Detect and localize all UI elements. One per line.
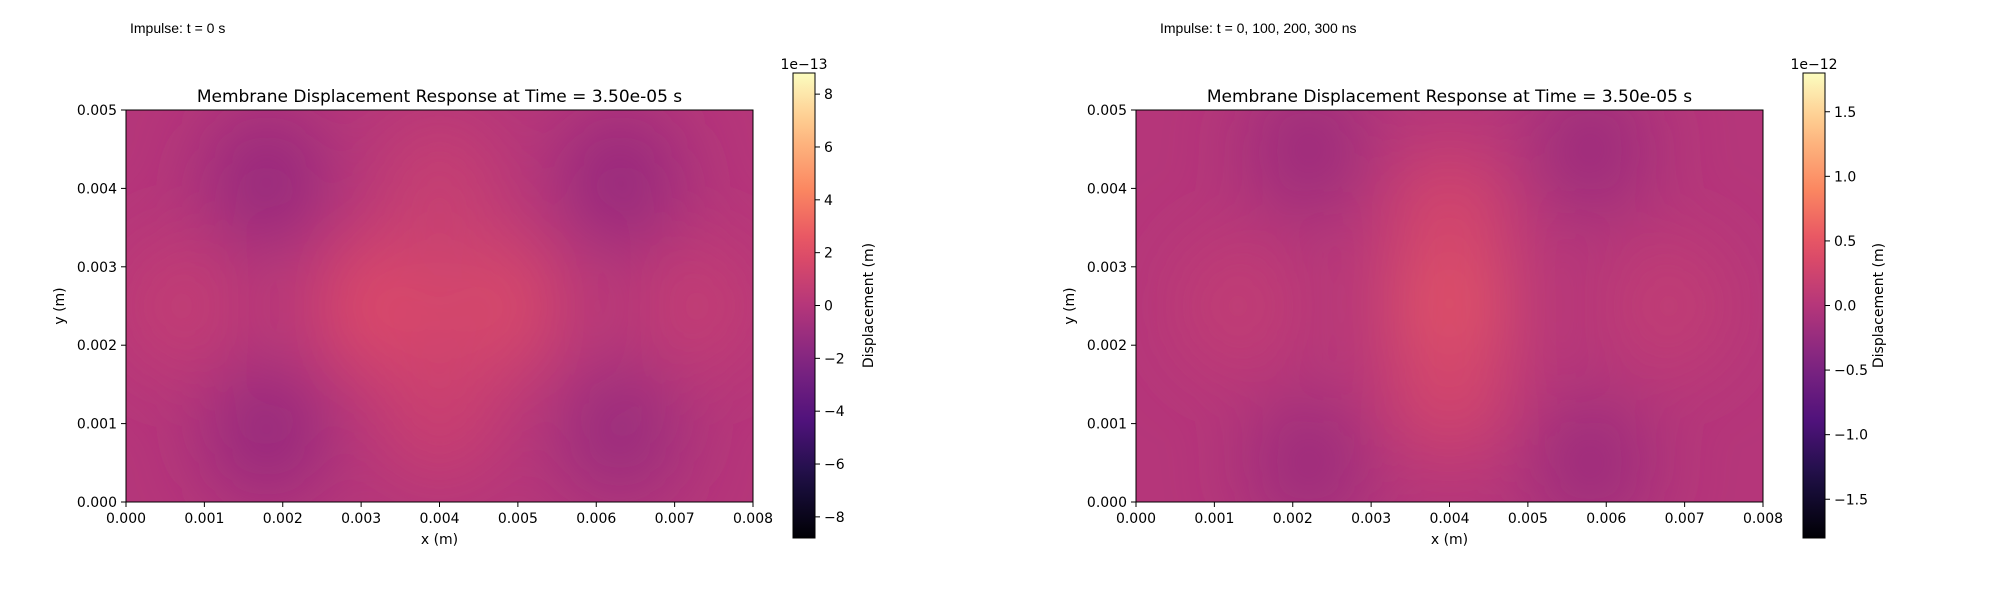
y-axis-label: y (m) [52,287,68,324]
colorbar-tick-label: −8 [824,510,845,526]
heatmap-blob-1 [442,236,563,376]
panel-caption-left: Impulse: t = 0 s [130,20,226,36]
panel-caption-right: Impulse: t = 0, 100, 200, 300 ns [1160,20,1357,36]
colorbar-tick-label: 1.0 [1834,169,1856,185]
heatmap-blob-5 [1248,110,1369,220]
x-tick-label: 0.007 [655,511,695,527]
heatmap-field [1136,110,1763,502]
heatmap-blob-4 [1608,236,1729,376]
heatmap-blobs [126,110,753,502]
colorbar-offset-text: 1e−12 [1790,57,1837,73]
heatmap-blob-7 [559,361,680,502]
heatmap-blob-0 [316,236,437,376]
y-tick-label: 0.000 [1087,495,1127,511]
y-tick-label: 0.003 [1087,260,1127,276]
y-tick-label: 0.000 [77,495,117,511]
chart-title: Membrane Displacement Response at Time =… [1207,87,1692,107]
heatmap-blob-2 [1389,149,1510,290]
y-tick-label: 0.002 [1087,338,1127,354]
heatmap-field [126,110,753,502]
heatmap-blob-7 [1248,392,1369,502]
colorbar-tick-label: −2 [824,351,845,367]
colorbar-tick-label: 1.5 [1834,105,1856,121]
colorbar-tick-label: −1.0 [1834,428,1868,444]
y-tick-label: 0.001 [77,417,117,433]
colorbar-offset-text: 1e−13 [780,57,827,73]
x-tick-label: 0.001 [1194,511,1234,527]
heatmap-blob-8 [1530,392,1651,502]
x-tick-label: 0.004 [1429,511,1469,527]
heatmap-blob-5 [207,361,328,502]
colorbar-tick-label: −0.5 [1834,363,1868,379]
y-tick-label: 0.001 [1087,417,1127,433]
x-axis-label: x (m) [421,532,458,548]
heatmap-blob-4 [207,110,328,251]
heatmap-blob-3 [1177,236,1298,376]
heatmap-blob-6 [559,110,680,251]
heatmap-blob-1 [1389,314,1510,455]
x-tick-label: 0.003 [341,511,381,527]
x-tick-label: 0.001 [184,511,224,527]
x-tick-label: 0.002 [1273,511,1313,527]
x-tick-label: 0.002 [263,511,303,527]
heatmap-blob-8 [126,236,241,376]
x-tick-label: 0.005 [498,511,538,527]
x-axis-label: x (m) [1431,532,1468,548]
heatmap-blob-2 [379,337,500,478]
heatmap-blobs [1177,110,1729,502]
x-tick-label: 0.007 [1665,511,1705,527]
x-tick-label: 0.008 [1743,511,1783,527]
y-tick-label: 0.005 [77,103,117,119]
colorbar-tick-label: 0.5 [1834,234,1856,250]
chart-1: 0.000 0.001 0.002 0.003 0.004 0.005 0.006 0.007… [1062,57,1887,548]
y-tick-label: 0.002 [77,338,117,354]
colorbar-tick-label: −1.5 [1834,492,1868,508]
colorbar-tick-label: −4 [824,404,845,420]
colorbar-tick-label: 6 [824,140,833,156]
x-tick-label: 0.004 [419,511,459,527]
colorbar-tick-label: 0 [824,299,833,315]
y-tick-label: 0.003 [77,260,117,276]
heatmap-blob-3 [379,118,500,259]
colorbar-label: Displacement (m) [861,243,877,368]
x-tick-label: 0.008 [733,511,773,527]
chart-title: Membrane Displacement Response at Time =… [197,87,682,107]
x-tick-label: 0.006 [576,511,616,527]
x-tick-label: 0.005 [1508,511,1548,527]
x-tick-label: 0.000 [106,511,146,527]
colorbar-tick-label: 8 [824,87,833,103]
colorbar-tick-label: 4 [824,193,833,209]
y-tick-label: 0.004 [77,181,117,197]
x-tick-label: 0.003 [1351,511,1391,527]
x-tick-label: 0.000 [1116,511,1156,527]
y-axis-label: y (m) [1062,287,1078,324]
heatmap-blob-6 [1530,110,1651,220]
chart-0: 0.000 0.001 0.002 0.003 0.004 0.005 0.006 0.007… [52,57,877,548]
colorbar-label: Displacement (m) [1871,243,1887,368]
y-tick-label: 0.004 [1087,181,1127,197]
heatmap-blob-9 [638,236,753,376]
x-tick-label: 0.006 [1586,511,1626,527]
colorbar [1803,73,1825,538]
colorbar-tick-label: 0.0 [1834,299,1856,315]
y-tick-label: 0.005 [1087,103,1127,119]
colorbar-tick-label: −6 [824,457,845,473]
colorbar-tick-label: 2 [824,246,833,262]
colorbar [793,73,815,538]
